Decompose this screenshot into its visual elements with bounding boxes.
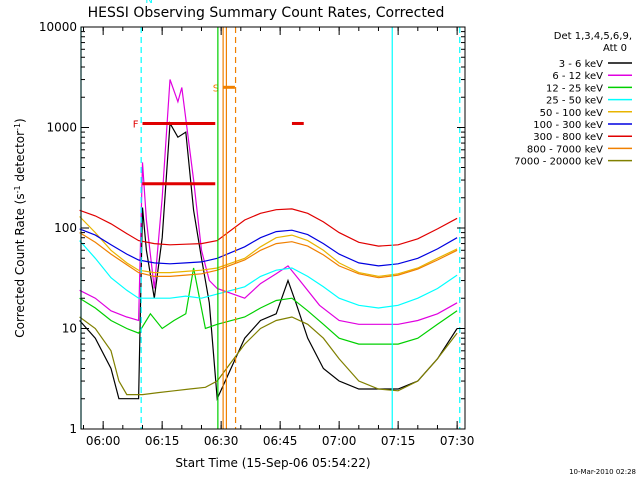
legend-header-2: Att 0 [603,43,627,54]
legend-label-5: 100 - 300 keV [533,120,603,131]
legend-label-1: 6 - 12 keV [552,71,603,82]
y-tick-label-1: 10 [62,322,77,336]
x-axis-label: Start Time (15-Sep-06 05:54:22) [175,456,370,470]
footer-date: 10-Mar-2010 02:28 [569,468,636,476]
status-bar-label-1: F [133,119,139,130]
series-line-6 [79,208,458,247]
x-tick-label-1: 06:15 [145,434,180,448]
legend-header-1: Det 1,3,4,5,6,9, [554,31,632,42]
series-line-3 [79,240,458,309]
x-tick-label-3: 06:45 [263,434,298,448]
x-tick-label-6: 07:30 [440,434,475,448]
status-bar-label-0: N [145,0,152,6]
y-ticks: 1 10 100 1000 10000 [39,20,465,436]
legend-label-0: 3 - 6 keV [559,59,603,70]
series-line-7 [79,232,458,279]
y-tick-label-4: 10000 [39,20,77,34]
x-tick-label-0: 06:00 [86,434,121,448]
legend-label-2: 12 - 25 keV [546,83,603,94]
legend-label-4: 50 - 100 keV [540,108,604,119]
x-tick-label-2: 06:30 [204,434,239,448]
vlines-layer [80,27,461,429]
series-line-0 [79,121,458,402]
y-tick-label-0: 1 [69,422,77,436]
y-tick-label-2: 100 [54,221,77,235]
series-layer [79,79,458,402]
x-tick-label-4: 07:00 [322,434,357,448]
y-tick-label-3: 1000 [46,121,77,135]
plot-frame [80,26,466,430]
legend-label-7: 800 - 7000 keV [527,144,603,155]
status-bar-label-3: S [213,83,219,94]
x-tick-label-5: 07:15 [381,434,416,448]
x-ticks: 06:00 06:15 06:30 06:45 07:00 07:15 07:30 [82,27,475,448]
series-line-5 [79,228,458,267]
y-axis-label: Corrected Count Rate (s-1 detector-1) [13,118,27,337]
legend-label-6: 300 - 800 keV [533,132,603,143]
series-line-1 [79,79,458,325]
series-line-8 [79,316,458,396]
chart-title: HESSI Observing Summary Count Rates, Cor… [88,5,445,21]
legend-label-3: 25 - 50 keV [546,96,603,107]
series-line-2 [79,267,458,345]
status-bars-layer: NFFS [133,0,304,186]
series-line-4 [79,216,458,278]
legend-label-8: 7000 - 20000 keV [514,157,603,168]
